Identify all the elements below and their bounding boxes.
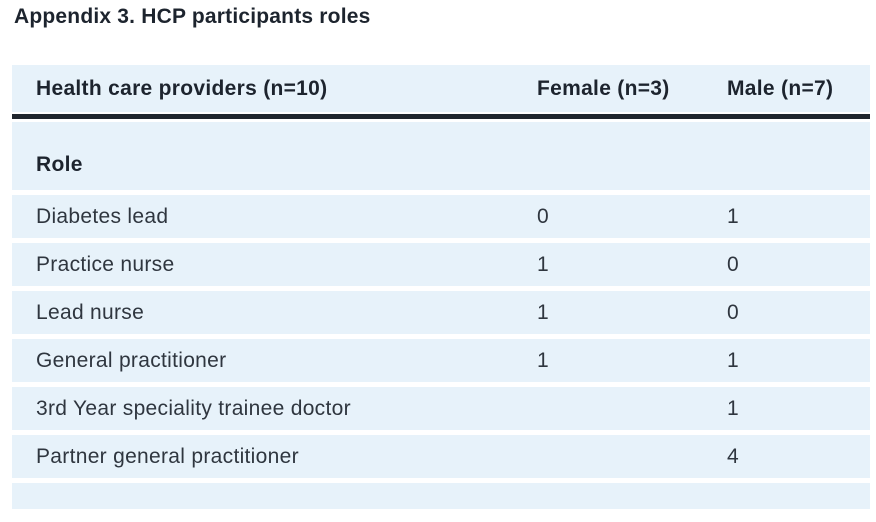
female-count-cell: 1 [537, 348, 549, 372]
table-body: Diabetes lead 0 1 Practice nurse 1 0 Lea… [12, 195, 870, 478]
female-count-cell: 1 [537, 300, 549, 324]
section-label: Role [36, 153, 83, 176]
table-row: Lead nurse 1 0 [12, 291, 870, 334]
male-count-cell: 4 [727, 444, 739, 468]
section-row-role: Role [12, 122, 870, 190]
role-cell: Practice nurse [36, 252, 175, 276]
male-count-cell: 1 [727, 396, 739, 420]
column-header-providers: Health care providers (n=10) [36, 76, 328, 100]
male-count-cell: 0 [727, 300, 739, 324]
table-row: Practice nurse 1 0 [12, 243, 870, 286]
table-row: Diabetes lead 0 1 [12, 195, 870, 238]
role-cell: 3rd Year speciality trainee doctor [36, 396, 351, 420]
female-count-cell: 1 [537, 252, 549, 276]
female-count-cell: 0 [537, 204, 549, 228]
page: Appendix 3. HCP participants roles Healt… [12, 5, 870, 509]
role-cell: Diabetes lead [36, 204, 169, 228]
role-cell: General practitioner [36, 348, 227, 372]
role-cell: Lead nurse [36, 300, 145, 324]
column-header-male: Male (n=7) [727, 76, 834, 100]
table-header-row: Health care providers (n=10) Female (n=3… [12, 65, 870, 112]
table-row: General practitioner 1 1 [12, 339, 870, 382]
hcp-roles-table: Health care providers (n=10) Female (n=3… [12, 65, 870, 509]
male-count-cell: 1 [727, 348, 739, 372]
role-cell: Partner general practitioner [36, 444, 299, 468]
table-row: 3rd Year speciality trainee doctor 1 [12, 387, 870, 430]
header-divider [12, 114, 870, 119]
table-row: Partner general practitioner 4 [12, 435, 870, 478]
male-count-cell: 0 [727, 252, 739, 276]
empty-trailing-row [12, 483, 870, 509]
page-title: Appendix 3. HCP participants roles [14, 5, 371, 28]
male-count-cell: 1 [727, 204, 739, 228]
column-header-female: Female (n=3) [537, 76, 670, 100]
